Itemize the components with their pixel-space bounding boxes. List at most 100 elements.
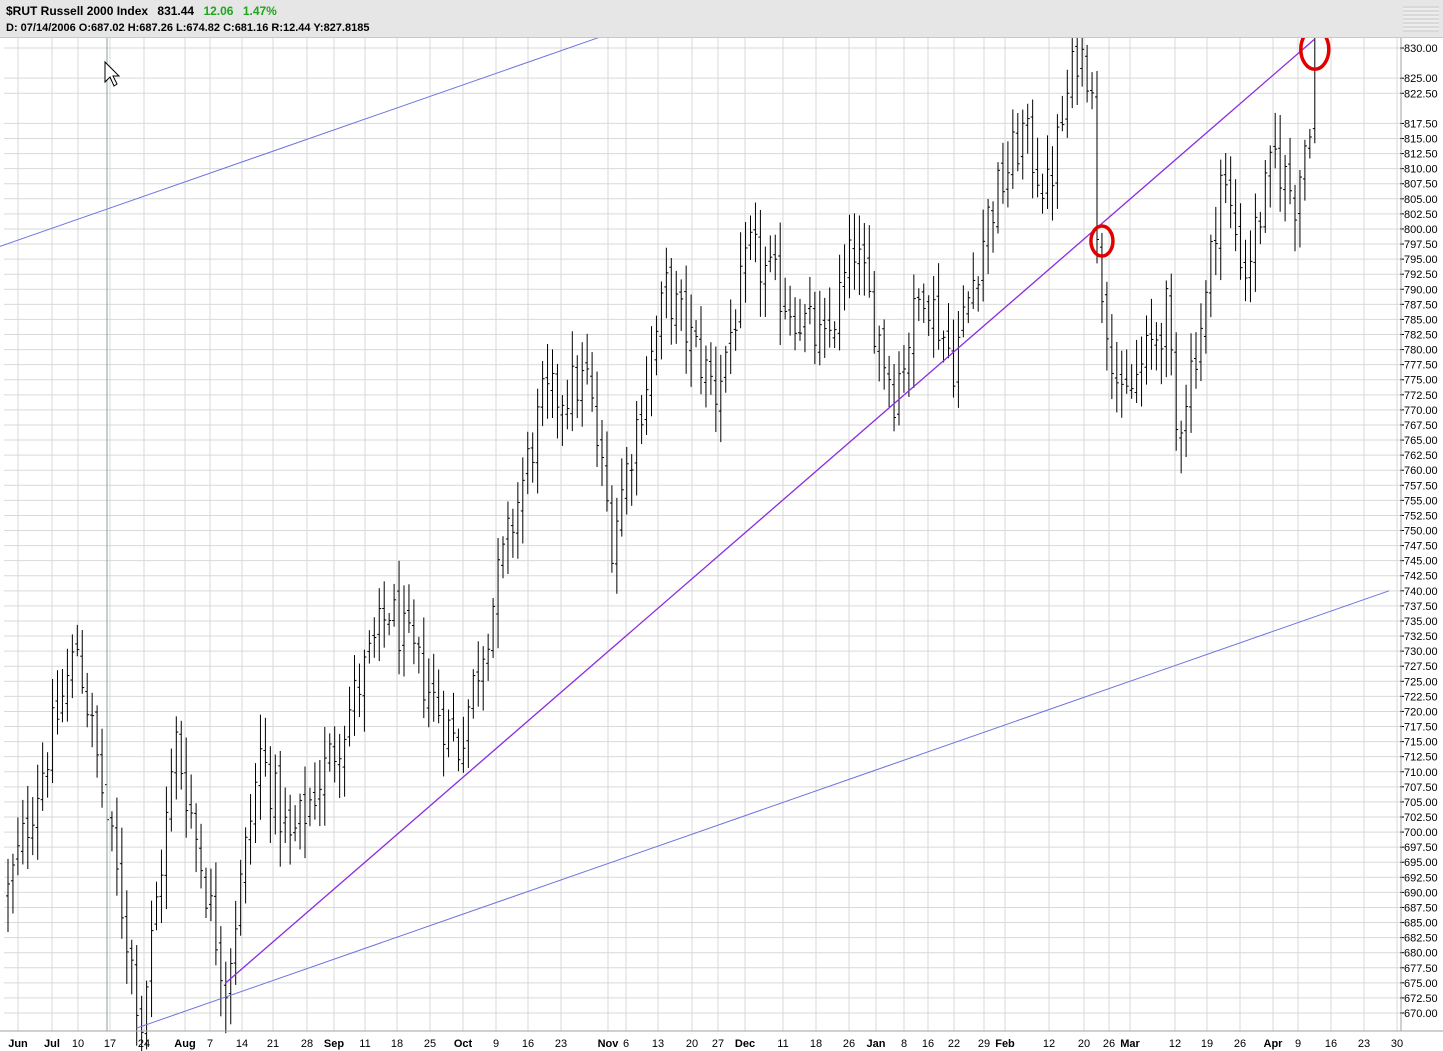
ohlc-bar-169: [842, 244, 847, 311]
ohlc-bar-56: [283, 787, 288, 844]
ohlc-bar-235: [1169, 273, 1174, 376]
ohlc-bar-72: [362, 649, 367, 732]
y-tick-label-54: 805.00: [1404, 194, 1438, 206]
trendline-lower-channel[interactable]: [136, 590, 1390, 1029]
ohlc-bar-191: [951, 319, 956, 398]
ohlc-bar-1: [10, 853, 15, 914]
ohlc-bar-166: [827, 287, 832, 348]
ohlc-bar-0: [6, 858, 10, 932]
y-tick-label-59: 817.50: [1404, 118, 1438, 130]
ohlc-bar-195: [971, 252, 976, 310]
ohlc-bar-117: [585, 333, 590, 385]
ohlc-bar-111: [555, 363, 560, 439]
ohlc-bar-29: [149, 900, 154, 1018]
y-axis: 670.00 672.50 675.00 677.50 680.00 682.50 685.…: [1400, 43, 1438, 1020]
x-tick-label-25: 18: [810, 1038, 822, 1050]
ohlc-bar-35: [179, 720, 184, 790]
x-tick-label-30: 22: [948, 1038, 960, 1050]
ohlc-bar-181: [901, 344, 906, 393]
ohlc-bar-240: [1194, 332, 1198, 389]
trendline-rising-trend[interactable]: [225, 38, 1316, 984]
y-tick-label-20: 720.00: [1404, 706, 1438, 718]
ohlc-bar-22: [114, 797, 119, 896]
ohlc-bar-174: [867, 225, 872, 298]
ohlc-bar-185: [921, 283, 926, 323]
x-tick-label-32: Feb: [995, 1038, 1015, 1050]
ohlc-bar-105: [525, 431, 530, 495]
ohlc-bar-5: [30, 797, 35, 856]
ohlc-bar-205: [1020, 109, 1025, 180]
y-tick-label-2: 675.00: [1404, 978, 1438, 990]
x-tick-label-43: 23: [1358, 1038, 1370, 1050]
x-tick-label-11: 11: [359, 1038, 370, 1050]
ohlc-bar-132: [659, 281, 664, 360]
y-tick-label-31: 747.50: [1404, 541, 1438, 553]
ohlc-bar-67: [337, 733, 342, 798]
x-tick-label-31: 29: [978, 1038, 990, 1050]
ohlc-bar-31: [159, 849, 164, 924]
ohlc-bar-212: [1055, 114, 1060, 209]
trendlines[interactable]: [0, 32, 1390, 1029]
ohlc-bar-106: [530, 432, 535, 483]
ohlc-bar-74: [372, 617, 377, 658]
ohlc-bar-142: [708, 342, 713, 395]
ohlc-bar-85: [426, 658, 431, 728]
x-tick-label-38: 19: [1201, 1038, 1213, 1050]
x-tick-label-6: 7: [207, 1038, 213, 1050]
y-tick-label-10: 695.00: [1404, 857, 1438, 869]
ohlc-bar-194: [966, 291, 971, 324]
ohlc-bar-146: [728, 299, 733, 374]
ohlc-bar-52: [263, 717, 268, 777]
ohlc-bar-75: [377, 588, 382, 662]
ohlc-bar-10: [55, 670, 60, 735]
ohlc-bar-9: [50, 678, 55, 784]
ohlc-bar-15: [80, 630, 85, 694]
ohlc-bar-175: [872, 270, 877, 354]
ohlc-bar-241: [1198, 303, 1203, 382]
ohlc-bar-116: [580, 342, 585, 427]
ohlc-bar-199: [991, 201, 996, 253]
ohlc-bar-121: [604, 431, 609, 512]
resize-grip[interactable]: [1403, 6, 1439, 32]
y-tick-label-58: 815.00: [1404, 133, 1438, 145]
ohlc-bar-176: [877, 325, 882, 382]
ohlc-bar-11: [60, 669, 65, 723]
ohlc-bar-115: [575, 355, 580, 419]
ohlc-bar-248: [1233, 179, 1238, 252]
ohlc-bar-57: [288, 794, 293, 865]
y-tick-label-18: 715.00: [1404, 737, 1438, 749]
ohlc-bar-193: [961, 285, 966, 338]
ohlc-bar-24: [124, 890, 129, 984]
trendline-upper-channel[interactable]: [0, 32, 613, 247]
ohlc-bar-99: [496, 537, 501, 649]
ohlc-bar-58: [293, 805, 298, 842]
ohlc-bar-89: [446, 709, 451, 758]
ohlc-bar-17: [90, 692, 95, 748]
x-tick-label-14: Oct: [454, 1038, 473, 1050]
y-tick-label-60: 822.50: [1404, 88, 1438, 100]
ohlc-bar-120: [600, 420, 604, 486]
x-tick-label-2: 10: [72, 1038, 84, 1050]
ohlc-bar-62: [312, 762, 317, 820]
ohlc-bar-100: [501, 536, 505, 579]
y-tick-label-26: 735.00: [1404, 616, 1438, 628]
ohlc-bar-3: [20, 799, 25, 865]
ohlc-bar-144: [718, 354, 723, 443]
ohlc-bar-158: [788, 285, 793, 336]
ohlc-bar-165: [822, 297, 827, 358]
x-tick-label-1: Jul: [44, 1038, 60, 1050]
ohlc-bar-77: [387, 612, 392, 636]
x-tick-label-17: 23: [555, 1038, 567, 1050]
y-tick-label-35: 757.50: [1404, 480, 1438, 492]
y-tick-label-6: 685.00: [1404, 918, 1438, 930]
ohlc-bar-208: [1035, 137, 1040, 198]
ohlc-bar-189: [941, 330, 946, 363]
y-tick-label-24: 730.00: [1404, 646, 1438, 658]
y-tick-label-47: 787.50: [1404, 299, 1438, 311]
ohlc-bar-64: [322, 726, 327, 826]
ohlc-bar-27: [139, 995, 144, 1051]
ohlc-bar-80: [402, 585, 406, 677]
ohlc-bar-110: [550, 349, 555, 419]
ohlc-bar-92: [461, 716, 466, 773]
